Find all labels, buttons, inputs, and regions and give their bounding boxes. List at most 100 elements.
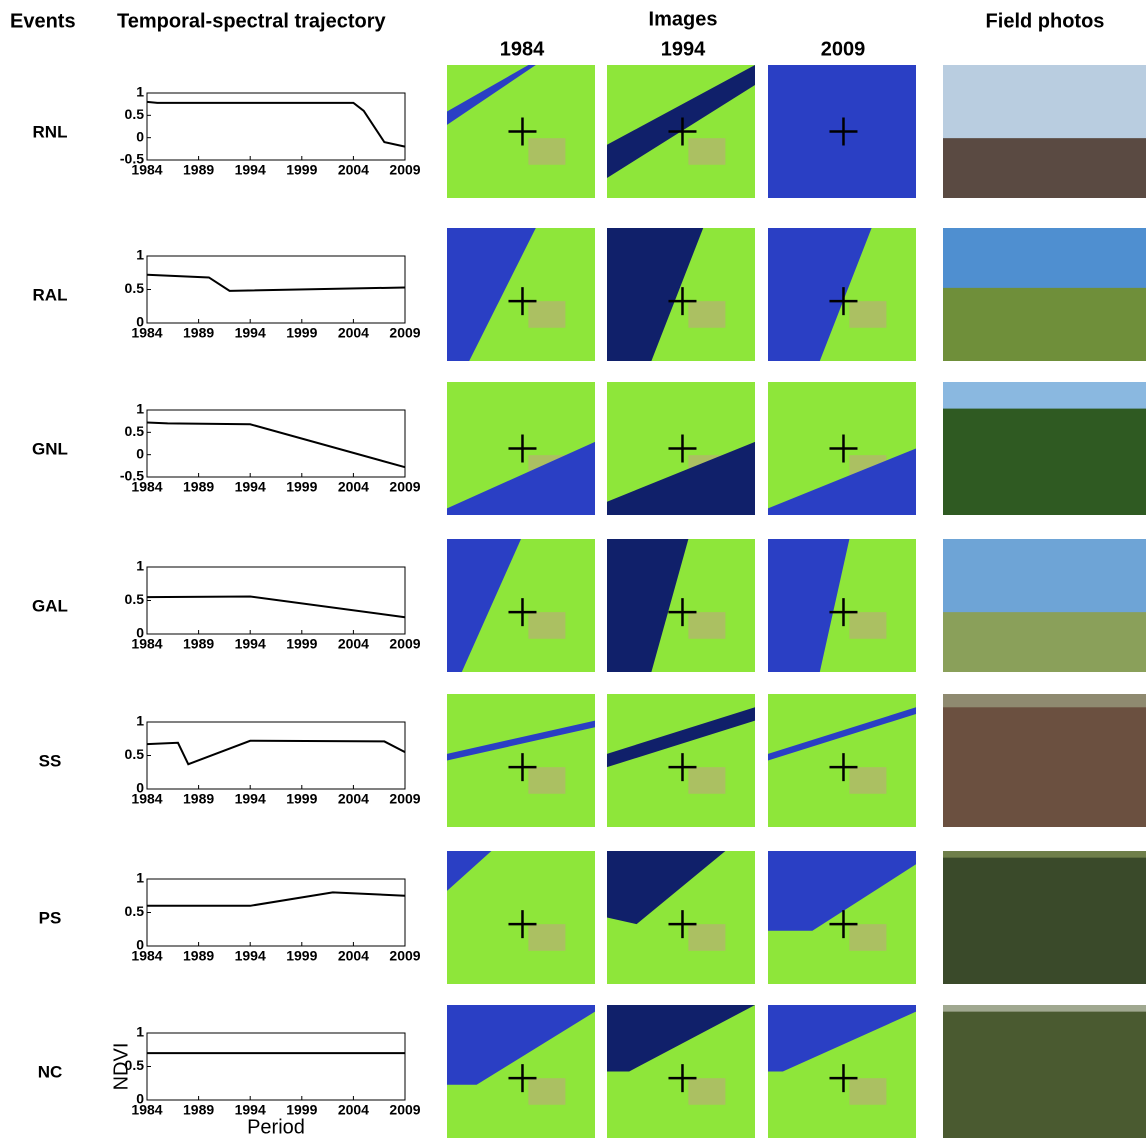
x-tick-label: 1999 xyxy=(286,479,317,495)
x-tick-label: 1984 xyxy=(131,791,162,807)
event-label: RAL xyxy=(33,285,68,304)
event-label: NC xyxy=(38,1062,63,1081)
event-label: RNL xyxy=(33,122,68,141)
image-texture xyxy=(528,924,565,951)
x-tick-label: 2009 xyxy=(389,948,420,964)
y-tick-label: 0.5 xyxy=(125,280,145,296)
image-texture xyxy=(528,1078,565,1105)
y-tick-label: 1 xyxy=(136,84,144,100)
photo-sky xyxy=(943,382,1146,409)
x-tick-label: 2009 xyxy=(389,636,420,652)
x-tick-label: 1989 xyxy=(183,162,214,178)
photos-header: Field photos xyxy=(986,10,1105,32)
page: {"header": {"events": "Events", "traject… xyxy=(0,0,1146,1144)
image-texture xyxy=(688,301,725,328)
y-tick-label: 1 xyxy=(136,713,144,729)
y-tick-label: 0.5 xyxy=(125,106,145,122)
x-tick-label: 2009 xyxy=(389,162,420,178)
figure: Events Temporal-spectral trajectory Imag… xyxy=(0,0,1146,1144)
image-texture xyxy=(528,301,565,328)
x-tick-label: 2004 xyxy=(338,325,369,341)
year-header: 1994 xyxy=(661,38,706,60)
field-photo xyxy=(943,694,1146,827)
field-photo xyxy=(943,1005,1146,1138)
image-texture xyxy=(688,612,725,639)
x-tick-label: 1989 xyxy=(183,791,214,807)
x-tick-label: 2004 xyxy=(338,1102,369,1118)
x-tick-label: 1999 xyxy=(286,948,317,964)
x-tick-label: 1984 xyxy=(131,162,162,178)
x-tick-label: 1999 xyxy=(286,636,317,652)
image-texture xyxy=(528,767,565,794)
image-texture xyxy=(688,1078,725,1105)
x-tick-label: 1994 xyxy=(235,162,266,178)
x-tick-label: 1989 xyxy=(183,1102,214,1118)
photo-sky xyxy=(943,694,1146,707)
y-tick-label: 0 xyxy=(136,445,144,461)
photo-sky xyxy=(943,65,1146,138)
x-tick-label: 1989 xyxy=(183,636,214,652)
image-texture xyxy=(688,767,725,794)
x-tick-label: 1994 xyxy=(235,791,266,807)
y-tick-label: 0 xyxy=(136,128,144,144)
trajectory-line xyxy=(147,102,405,147)
x-tick-label: 1999 xyxy=(286,162,317,178)
y-tick-label: 0.5 xyxy=(125,423,145,439)
x-tick-label: 1994 xyxy=(235,325,266,341)
trajectory-line xyxy=(147,423,405,468)
x-tick-label: 1984 xyxy=(131,1102,162,1118)
x-tick-label: 1999 xyxy=(286,791,317,807)
photo-sky xyxy=(943,228,1146,288)
x-tick-label: 1984 xyxy=(131,479,162,495)
x-tick-label: 1984 xyxy=(131,948,162,964)
y-tick-label: 0.5 xyxy=(125,746,145,762)
plot-frame xyxy=(147,722,405,789)
satellite-image xyxy=(768,694,916,827)
x-tick-label: 1989 xyxy=(183,479,214,495)
photo-sky xyxy=(943,539,1146,612)
x-tick-label: 2004 xyxy=(338,162,369,178)
satellite-image xyxy=(447,851,595,984)
plot-frame xyxy=(147,879,405,946)
satellite-image xyxy=(607,694,755,827)
y-axis-label: NDVI xyxy=(110,1043,132,1091)
trajectory-header: Temporal-spectral trajectory xyxy=(117,10,386,32)
events-header: Events xyxy=(10,10,76,32)
event-label: GAL xyxy=(32,596,68,615)
image-texture xyxy=(528,138,565,165)
image-texture xyxy=(849,301,886,328)
x-tick-label: 2004 xyxy=(338,791,369,807)
x-tick-label: 2009 xyxy=(389,791,420,807)
plot-frame xyxy=(147,1033,405,1100)
x-tick-label: 2004 xyxy=(338,636,369,652)
event-label: PS xyxy=(39,908,62,927)
image-texture xyxy=(688,138,725,165)
x-tick-label: 1989 xyxy=(183,325,214,341)
year-header: 2009 xyxy=(821,38,866,60)
photo-sky xyxy=(943,1005,1146,1012)
event-label: GNL xyxy=(32,439,68,458)
y-tick-label: 1 xyxy=(136,558,144,574)
trajectory-line xyxy=(147,275,405,291)
plot-frame xyxy=(147,410,405,477)
images-header: Images xyxy=(649,8,718,30)
satellite-image xyxy=(447,694,595,827)
image-texture xyxy=(849,1078,886,1105)
x-tick-label: 1999 xyxy=(286,325,317,341)
x-tick-label: 2004 xyxy=(338,948,369,964)
trajectory-line xyxy=(147,741,405,764)
y-tick-label: 0.5 xyxy=(125,903,145,919)
image-texture xyxy=(849,767,886,794)
trajectory-line xyxy=(147,596,405,617)
y-tick-label: 1 xyxy=(136,247,144,263)
year-header: 1984 xyxy=(500,38,545,60)
event-label: SS xyxy=(39,751,62,770)
x-tick-label: 2004 xyxy=(338,479,369,495)
y-tick-label: 1 xyxy=(136,401,144,417)
x-tick-label: 1994 xyxy=(235,636,266,652)
x-tick-label: 1994 xyxy=(235,479,266,495)
x-tick-label: 1984 xyxy=(131,636,162,652)
x-tick-label: 2009 xyxy=(389,479,420,495)
x-tick-label: 1994 xyxy=(235,948,266,964)
x-axis-label: Period xyxy=(247,1116,305,1138)
